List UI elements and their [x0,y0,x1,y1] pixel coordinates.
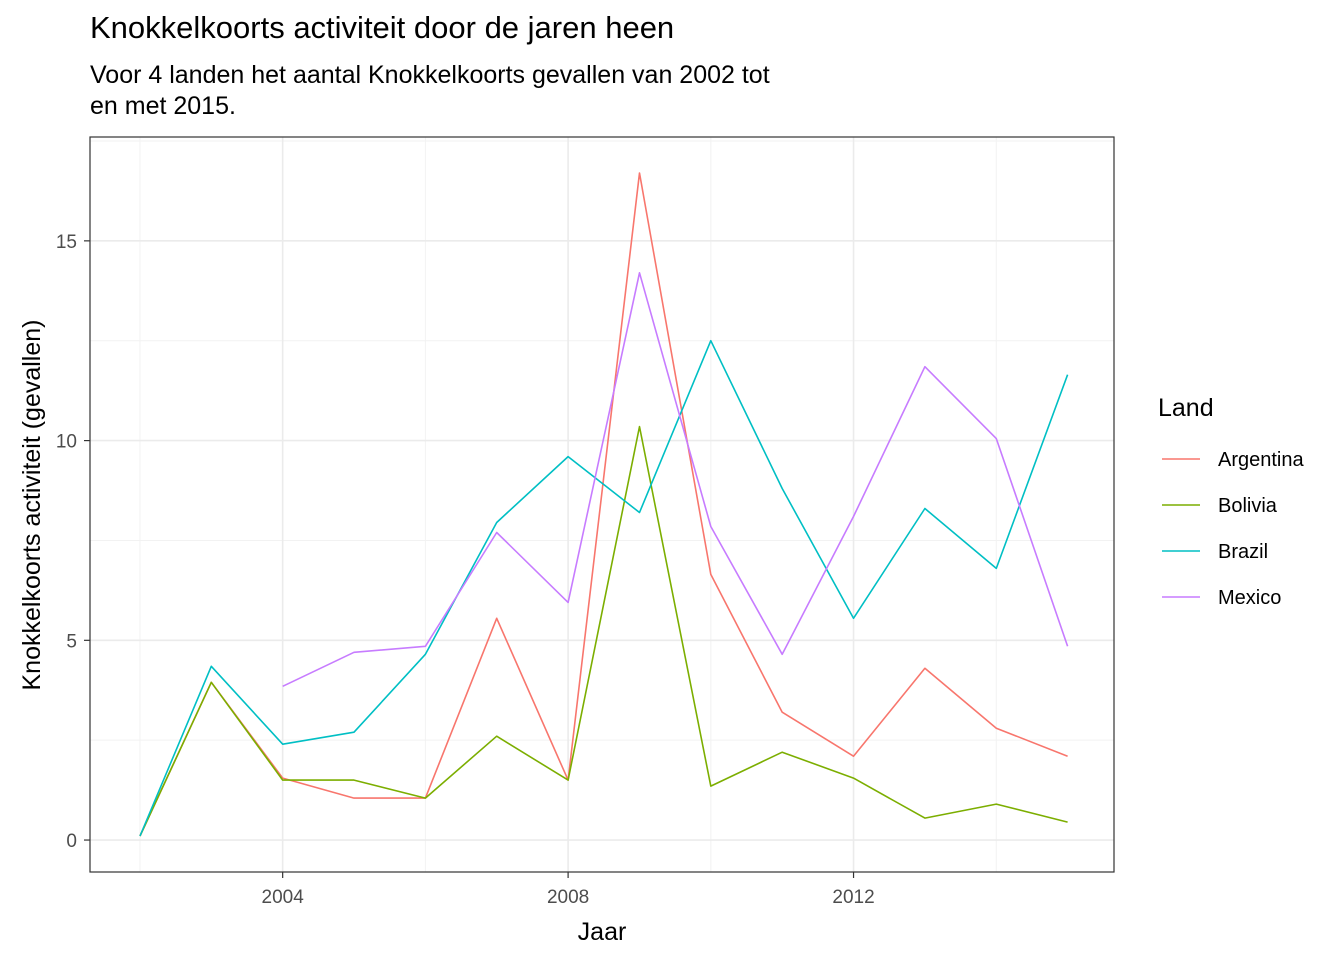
x-axis-title: Jaar [578,918,627,946]
x-tick-label: 2012 [832,887,874,908]
series-lines [139,172,1069,837]
panel-border [89,136,1115,873]
legend-label-brazil: Brazil [1218,541,1268,563]
series-line-mexico [282,272,1069,688]
legend: Land Argentina Bolivia Brazil Mexico [1158,394,1304,609]
legend-title: Land [1158,394,1214,422]
chart-title: Knokkelkoorts activiteit door de jaren h… [90,10,675,45]
legend-label-argentina: Argentina [1218,449,1304,471]
y-tick-label: 5 [66,631,77,652]
grid-lines [90,137,1114,872]
legend-label-bolivia: Bolivia [1218,495,1278,517]
y-axis-title: Knokkelkoorts activiteit (gevallen) [18,320,46,691]
x-tick-label: 2004 [262,887,305,908]
x-tick-label: 2008 [547,887,589,908]
y-tick-label: 15 [56,232,77,253]
y-tick-label: 0 [66,831,77,852]
legend-label-mexico: Mexico [1218,587,1281,609]
series-line-brazil [139,339,1069,837]
series-line-bolivia [139,425,1068,837]
y-tick-label: 10 [56,432,77,453]
axis-ticks: 2004 2008 2012 0 5 10 15 [56,232,875,908]
series-line-argentina [139,172,1068,837]
chart-subtitle: Voor 4 landen het aantal Knokkelkoorts g… [90,61,770,120]
